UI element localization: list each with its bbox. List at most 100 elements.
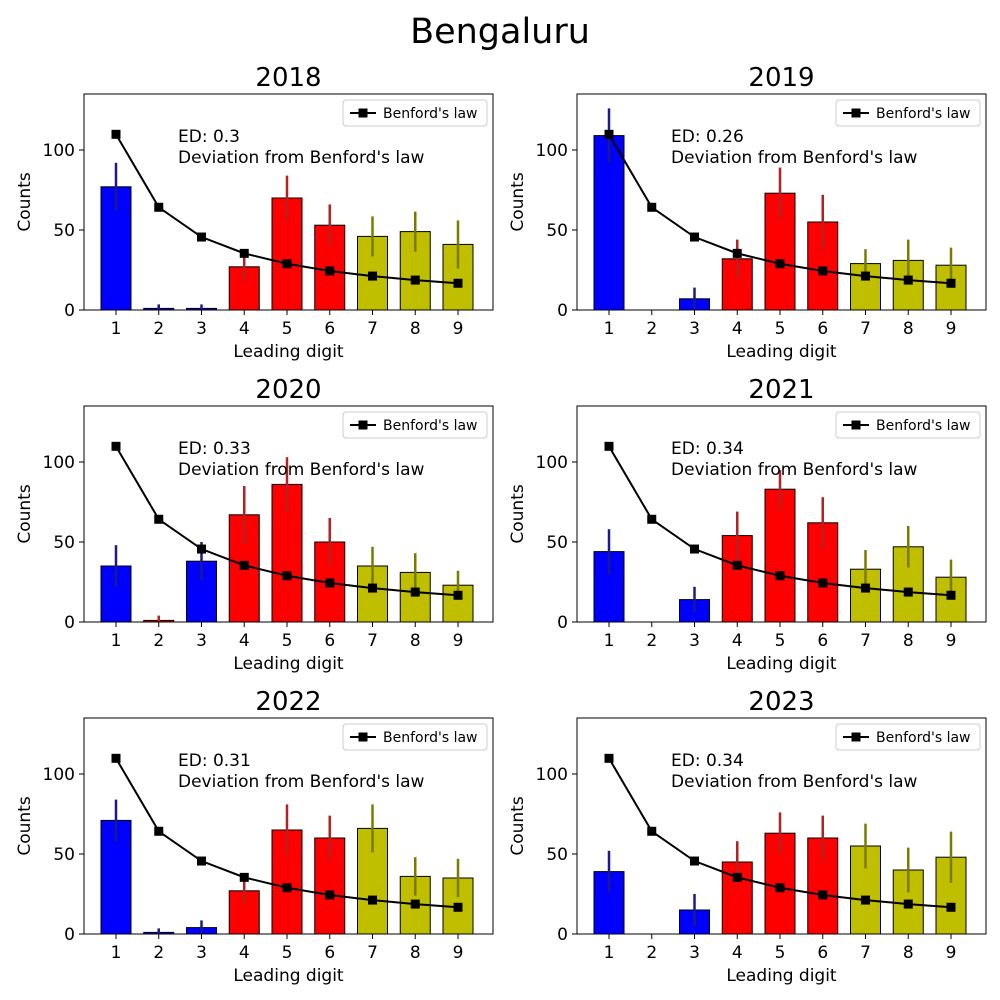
- panel-title: 2020: [255, 375, 321, 405]
- bar-5: [764, 488, 796, 623]
- x-tick-label: 5: [775, 319, 786, 339]
- benford-marker-9: [453, 902, 463, 912]
- x-tick-label: 9: [453, 319, 464, 339]
- y-tick-label: 100: [536, 765, 568, 785]
- plot-frame: [83, 717, 494, 935]
- y-tick-label: 100: [43, 765, 75, 785]
- y-tick-label: 100: [43, 453, 75, 473]
- x-axis-label: Leading digit: [726, 342, 837, 362]
- legend-label: Benford's law: [876, 730, 971, 746]
- x-tick-label: 1: [111, 943, 122, 963]
- figure-title: Bengaluru: [410, 12, 590, 52]
- x-tick-label: 5: [282, 631, 293, 651]
- x-tick-label: 8: [410, 319, 421, 339]
- ed-annotation: ED: 0.34: [671, 439, 744, 459]
- benford-marker-2: [154, 202, 164, 212]
- benford-marker-6: [818, 890, 828, 900]
- y-axis-label: Counts: [15, 172, 35, 231]
- x-axis-label: Leading digit: [233, 966, 344, 986]
- x-tick-label: 9: [946, 631, 957, 651]
- x-axis-label: Leading digit: [726, 966, 837, 986]
- deviation-annotation: Deviation from Benford's law: [178, 148, 425, 168]
- legend-marker-swatch: [851, 732, 861, 742]
- x-tick-label: 8: [903, 631, 914, 651]
- x-tick-label: 5: [282, 943, 293, 963]
- panel-title: 2018: [255, 63, 321, 93]
- plot-frame: [83, 93, 494, 311]
- benford-marker-7: [368, 271, 377, 281]
- x-tick-label: 6: [324, 943, 335, 963]
- x-tick-label: 1: [111, 631, 122, 651]
- benford-marker-7: [861, 583, 870, 593]
- benford-marker-8: [410, 275, 420, 285]
- legend-label: Benford's law: [383, 418, 478, 434]
- x-tick-label: 9: [453, 943, 464, 963]
- x-tick-label: 7: [860, 943, 871, 963]
- benford-marker-2: [154, 826, 164, 836]
- x-tick-label: 8: [410, 631, 421, 651]
- x-tick-label: 3: [196, 943, 207, 963]
- x-tick-label: 2: [153, 319, 164, 339]
- legend-marker-swatch: [358, 420, 368, 430]
- benford-marker-4: [239, 248, 249, 258]
- plot-frame: [576, 93, 987, 311]
- legend-box: [342, 411, 488, 439]
- benford-marker-3: [690, 232, 699, 242]
- benford-marker-2: [647, 826, 657, 836]
- benford-marker-7: [368, 895, 377, 905]
- y-tick-label: 0: [64, 925, 75, 945]
- x-tick-label: 9: [946, 319, 957, 339]
- y-tick-label: 50: [546, 533, 568, 553]
- benford-marker-4: [732, 248, 742, 258]
- ed-annotation: ED: 0.3: [178, 127, 240, 147]
- legend-marker-swatch: [358, 732, 368, 742]
- legend-label: Benford's law: [383, 106, 478, 122]
- benford-marker-5: [282, 883, 292, 893]
- legend-label: Benford's law: [876, 106, 971, 122]
- deviation-annotation: Deviation from Benford's law: [178, 772, 425, 792]
- x-tick-label: 6: [817, 319, 828, 339]
- y-tick-label: 0: [557, 301, 568, 321]
- x-tick-label: 8: [410, 943, 421, 963]
- benford-marker-7: [861, 895, 870, 905]
- y-tick-label: 50: [53, 221, 75, 241]
- legend-box: [835, 99, 981, 127]
- benford-marker-7: [861, 271, 870, 281]
- x-tick-label: 3: [689, 319, 700, 339]
- x-tick-label: 5: [775, 943, 786, 963]
- legend-label: Benford's law: [876, 418, 971, 434]
- benford-marker-3: [197, 232, 206, 242]
- benford-marker-1: [111, 753, 121, 763]
- benford-marker-1: [111, 129, 121, 139]
- ed-annotation: ED: 0.26: [671, 127, 744, 147]
- benford-marker-2: [647, 202, 657, 212]
- x-tick-label: 2: [646, 631, 657, 651]
- benford-marker-9: [946, 278, 956, 288]
- chart-panel-2019: 2019 0 50 100 1 2 3 4 5 6 7 8 9 Leading digit Counts ED…: [508, 63, 987, 362]
- y-axis-label: Counts: [15, 484, 35, 543]
- x-tick-label: 5: [775, 631, 786, 651]
- x-tick-label: 3: [689, 631, 700, 651]
- x-tick-label: 3: [689, 943, 700, 963]
- ed-annotation: ED: 0.33: [178, 439, 251, 459]
- benford-marker-6: [818, 578, 828, 588]
- benford-marker-3: [690, 856, 699, 866]
- chart-panel-2021: 2021 0 50 100 1 2 3 4 5 6 7 8 9 Leading digit Counts ED…: [508, 375, 987, 674]
- legend-box: [342, 723, 488, 751]
- deviation-annotation: Deviation from Benford's law: [671, 460, 918, 480]
- legend-marker-swatch: [851, 420, 861, 430]
- benford-marker-6: [325, 890, 335, 900]
- x-tick-label: 9: [946, 943, 957, 963]
- plot-frame: [576, 717, 987, 935]
- bar-8: [892, 259, 924, 311]
- legend-box: [835, 411, 981, 439]
- y-tick-label: 50: [53, 533, 75, 553]
- y-tick-label: 0: [64, 613, 75, 633]
- benford-marker-2: [647, 514, 657, 524]
- y-axis-label: Counts: [15, 796, 35, 855]
- chart-panel-2022: 2022 0 50 100 1 2 3 4 5 6 7 8 9 Leading digit Counts ED…: [15, 687, 494, 986]
- benford-marker-6: [818, 266, 828, 276]
- benford-marker-3: [690, 544, 699, 554]
- x-tick-label: 4: [239, 943, 250, 963]
- y-tick-label: 50: [53, 845, 75, 865]
